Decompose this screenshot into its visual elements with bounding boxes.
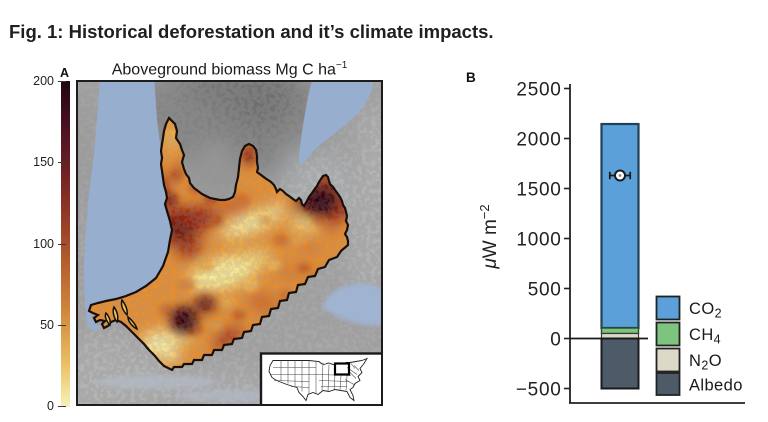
svg-text:2500: 2500 bbox=[516, 79, 561, 100]
svg-text:μW m−2: μW m−2 bbox=[477, 204, 502, 269]
svg-text:0: 0 bbox=[550, 329, 561, 350]
svg-text:−500: −500 bbox=[516, 379, 562, 400]
svg-text:CO2: CO2 bbox=[689, 300, 722, 321]
svg-text:1000: 1000 bbox=[516, 229, 561, 250]
svg-text:N2O: N2O bbox=[689, 352, 722, 373]
svg-text:CH4: CH4 bbox=[689, 326, 721, 347]
svg-text:Albedo: Albedo bbox=[689, 377, 743, 395]
svg-text:500: 500 bbox=[528, 279, 562, 300]
svg-text:1500: 1500 bbox=[516, 179, 561, 200]
svg-text:2000: 2000 bbox=[516, 129, 561, 150]
